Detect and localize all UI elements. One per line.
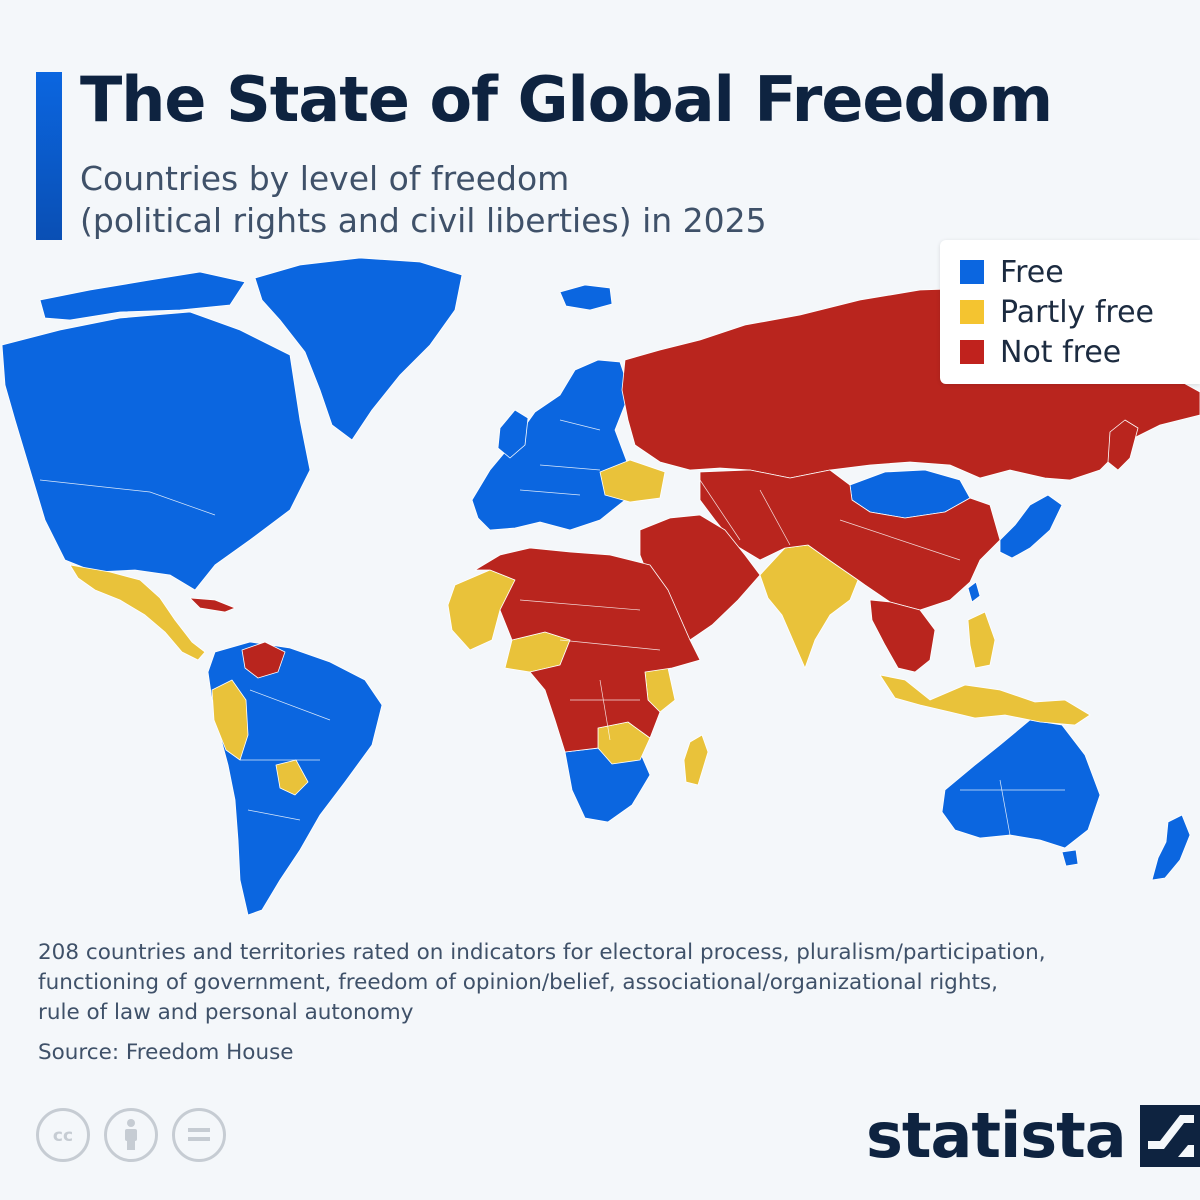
page-title: The State of Global Freedom: [80, 63, 1053, 136]
region-australia: [941, 719, 1101, 849]
legend-item-not-free: Not free: [960, 334, 1122, 370]
region-kamchatka-sakhalin: [1107, 419, 1139, 471]
methodology-line-3: rule of law and personal autonomy: [38, 1000, 414, 1025]
region-iceland: [559, 284, 613, 311]
region-mainland-southeast-asia: [869, 599, 936, 673]
subtitle-line-1: Countries by level of freedom: [80, 159, 570, 198]
subtitle: Countries by level of freedom (political…: [80, 158, 840, 242]
region-ukraine-region: [599, 459, 666, 503]
region-madagascar: [683, 734, 709, 786]
methodology-note: 208 countries and territories rated on i…: [38, 938, 1158, 1028]
methodology-line-2: functioning of government, freedom of op…: [38, 970, 998, 995]
legend-swatch-free: [960, 260, 984, 284]
region-europe: [471, 359, 631, 531]
region-china-central-asia: [699, 469, 1001, 611]
region-taiwan: [967, 581, 981, 603]
title-accent-bar: [36, 72, 62, 240]
region-philippines: [967, 611, 996, 669]
legend-item-free: Free: [960, 254, 1064, 290]
legend-label-partly-free: Partly free: [1000, 294, 1154, 330]
statista-mark-icon: [1139, 1105, 1200, 1167]
region-north-central-africa: [474, 547, 701, 753]
statista-logo[interactable]: statista: [866, 1098, 1200, 1174]
subtitle-line-2: (political rights and civil liberties) i…: [80, 201, 767, 240]
legend-swatch-not-free: [960, 340, 984, 364]
no-derivatives-icon[interactable]: [172, 1108, 226, 1162]
region-venezuela-nicaragua: [241, 641, 286, 679]
methodology-line-1: 208 countries and territories rated on i…: [38, 940, 1046, 965]
region-uk: [497, 409, 529, 459]
region-mexico-central-america: [69, 564, 206, 661]
region-southeast-asia-islands: [879, 674, 1091, 726]
region-greenland: [254, 257, 463, 441]
source-note: Source: Freedom House: [38, 1040, 294, 1065]
region-north-america: [1, 311, 311, 591]
region-bolivia: [275, 759, 309, 796]
map-border-lines: [39, 419, 1065, 836]
brand-name: statista: [866, 1099, 1127, 1172]
cc-icon[interactable]: cc: [36, 1108, 90, 1162]
legend-label-not-free: Not free: [1000, 334, 1122, 370]
legend-label-free: Free: [1000, 254, 1064, 290]
region-new-zealand: [1151, 814, 1191, 881]
region-japan-korea: [999, 494, 1063, 559]
legend: Free Partly free Not free: [940, 240, 1200, 384]
legend-item-partly-free: Partly free: [960, 294, 1154, 330]
region-cuba-caribbean: [189, 597, 236, 613]
legend-swatch-partly-free: [960, 300, 984, 324]
svg-text:cc: cc: [53, 1126, 73, 1146]
attribution-icon[interactable]: [104, 1108, 158, 1162]
map-regions-partly-free: [69, 459, 1091, 796]
region-andes: [211, 679, 249, 761]
region-arctic-islands: [39, 271, 246, 321]
region-tasmania: [1061, 849, 1079, 867]
license-icons: cc: [36, 1108, 226, 1162]
